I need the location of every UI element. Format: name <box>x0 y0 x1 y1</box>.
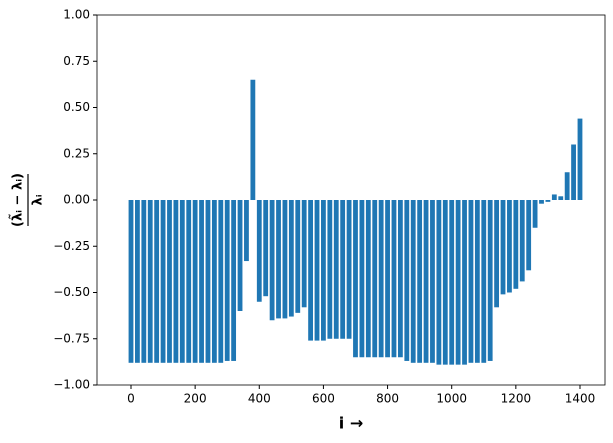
bar <box>211 200 217 363</box>
bar <box>365 200 371 358</box>
bar <box>353 200 358 358</box>
bar <box>327 200 333 339</box>
bar <box>539 200 544 204</box>
y-axis-label: (λ̃ᵢ − λᵢ) λᵢ <box>9 173 45 227</box>
bar <box>167 200 172 363</box>
bar <box>378 200 384 358</box>
bar <box>397 200 403 358</box>
bar <box>154 200 160 363</box>
bar <box>507 200 512 293</box>
bar <box>359 200 365 358</box>
bar <box>468 200 474 363</box>
y-tick-label: 0.75 <box>63 54 90 68</box>
bar <box>263 200 269 297</box>
bar <box>186 200 192 363</box>
bar <box>462 200 467 365</box>
bar <box>308 200 313 341</box>
bar <box>442 200 448 365</box>
bar <box>455 200 461 365</box>
y-tick-label: 0.25 <box>63 146 90 160</box>
bar <box>199 200 204 363</box>
bar <box>410 200 416 363</box>
bar <box>269 200 275 321</box>
bar <box>160 200 166 363</box>
bar <box>276 200 281 319</box>
bar <box>423 200 429 363</box>
bar <box>404 200 410 361</box>
bar <box>205 200 211 363</box>
bar <box>577 118 583 200</box>
bar <box>192 200 198 363</box>
bar <box>545 200 551 202</box>
bar <box>250 79 256 200</box>
x-tick-label: 1400 <box>565 392 596 406</box>
bar <box>224 200 230 361</box>
bar <box>474 200 480 363</box>
bar <box>244 200 249 262</box>
x-tick-label: 600 <box>312 392 335 406</box>
bar <box>147 200 153 363</box>
y-tick-label: −0.75 <box>53 331 90 345</box>
bar <box>256 200 262 302</box>
bar <box>558 196 564 200</box>
bar <box>519 200 525 282</box>
bar <box>526 200 532 271</box>
bar <box>340 200 346 339</box>
bar <box>333 200 339 339</box>
bar <box>494 200 500 308</box>
bar <box>321 200 326 341</box>
bar <box>237 200 243 311</box>
bar <box>346 200 352 339</box>
bar <box>481 200 487 363</box>
bar <box>500 200 506 295</box>
bar <box>141 200 147 363</box>
bar <box>430 200 435 363</box>
bar <box>571 144 576 200</box>
bar <box>179 200 185 363</box>
x-tick-label: 1200 <box>501 392 532 406</box>
y-tick-label: 0.00 <box>63 193 90 207</box>
bar <box>173 200 179 363</box>
y-tick-label: −0.50 <box>53 285 90 299</box>
y-tick-label: 0.50 <box>63 100 90 114</box>
bar <box>135 200 140 363</box>
bar <box>314 200 320 341</box>
y-label-denominator: λᵢ <box>31 194 46 205</box>
bar <box>295 200 301 313</box>
bar <box>564 172 570 200</box>
bar <box>231 200 237 361</box>
bar <box>513 200 519 289</box>
bar <box>282 200 288 319</box>
bar <box>288 200 294 317</box>
x-axis-label: i → <box>339 414 363 433</box>
y-label-numerator: (λ̃ᵢ − λᵢ) <box>9 173 25 227</box>
x-tick-label: 1000 <box>436 392 467 406</box>
bar <box>449 200 455 365</box>
bar <box>301 200 307 308</box>
bar <box>372 200 378 358</box>
bar <box>385 200 390 358</box>
bar <box>128 200 134 363</box>
bar <box>218 200 224 363</box>
x-tick-label: 200 <box>184 392 207 406</box>
x-tick-label: 400 <box>248 392 271 406</box>
y-tick-label: 1.00 <box>63 8 90 22</box>
y-tick-label: −0.25 <box>53 239 90 253</box>
plot-frame <box>96 14 606 386</box>
x-tick-label: 800 <box>376 392 399 406</box>
y-tick-label: −1.00 <box>53 378 90 392</box>
bar <box>532 200 538 228</box>
bar <box>551 194 557 200</box>
bar <box>391 200 397 358</box>
bar <box>487 200 493 361</box>
bar <box>436 200 442 365</box>
bar <box>417 200 423 363</box>
x-tick-label: 0 <box>127 392 135 406</box>
